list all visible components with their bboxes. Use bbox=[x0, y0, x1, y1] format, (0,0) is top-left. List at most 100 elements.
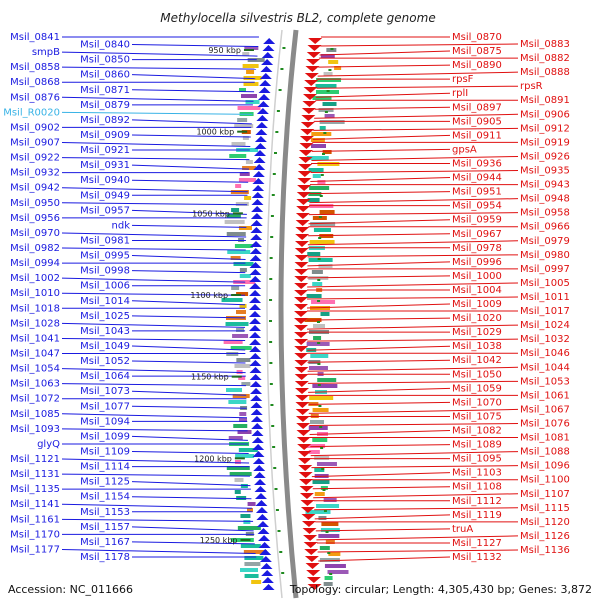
gene-label[interactable]: Msil_1093 bbox=[10, 424, 60, 435]
gene-label[interactable]: Msil_0850 bbox=[80, 55, 130, 66]
gene-label[interactable]: Msil_1136 bbox=[520, 545, 570, 556]
gene-label[interactable]: Msil_0981 bbox=[80, 235, 130, 246]
gene-label[interactable]: Msil_1017 bbox=[520, 306, 570, 317]
gene-label[interactable]: Msil_1076 bbox=[520, 418, 570, 429]
gene-label[interactable]: Msil_0958 bbox=[520, 208, 570, 219]
gene-label[interactable]: Msil_0959 bbox=[452, 215, 502, 226]
gene-label[interactable]: Msil_1127 bbox=[452, 538, 502, 549]
gene-label[interactable]: Msil_1081 bbox=[520, 433, 570, 444]
gene-label[interactable]: Msil_0871 bbox=[80, 85, 130, 96]
gene-label[interactable]: Msil_1070 bbox=[452, 397, 502, 408]
gene-label[interactable]: Msil_1178 bbox=[80, 552, 130, 563]
gene-label[interactable]: rpsF bbox=[452, 74, 474, 85]
gene-label[interactable]: Msil_1167 bbox=[80, 537, 130, 548]
gene-label[interactable]: Msil_0858 bbox=[10, 62, 60, 73]
gene-label[interactable]: Msil_1075 bbox=[452, 411, 502, 422]
gene-label[interactable]: smpB bbox=[32, 47, 60, 58]
gene-label[interactable]: Msil_1002 bbox=[10, 273, 60, 284]
gene-label[interactable]: Msil_1108 bbox=[452, 482, 502, 493]
gene-label[interactable]: Msil_1059 bbox=[452, 383, 502, 394]
gene-label[interactable]: Msil_1096 bbox=[520, 461, 570, 472]
gene-label[interactable]: Msil_0943 bbox=[520, 180, 570, 191]
gene-label[interactable]: Msil_1073 bbox=[80, 386, 130, 397]
gene-label[interactable]: Msil_0868 bbox=[10, 77, 60, 88]
gene-label[interactable]: Msil_0957 bbox=[80, 205, 130, 216]
gene-label[interactable]: Msil_1077 bbox=[80, 401, 130, 412]
gene-label[interactable]: Msil_0922 bbox=[10, 153, 60, 164]
gene-label[interactable]: Msil_0967 bbox=[452, 229, 502, 240]
gene-label[interactable]: Msil_1088 bbox=[520, 447, 570, 458]
gene-label[interactable]: Msil_0921 bbox=[80, 145, 130, 156]
gene-label[interactable]: Msil_0906 bbox=[520, 109, 570, 120]
gene-label[interactable]: Msil_0860 bbox=[80, 70, 130, 81]
gene-label[interactable]: Msil_0970 bbox=[10, 228, 60, 239]
gene-label[interactable]: Msil_1095 bbox=[452, 454, 502, 465]
gene-label[interactable]: Msil_1028 bbox=[10, 318, 60, 329]
gene-label[interactable]: Msil_0875 bbox=[452, 46, 502, 57]
gene-label[interactable]: Msil_1018 bbox=[10, 303, 60, 314]
gene-label[interactable]: Msil_0891 bbox=[520, 95, 570, 106]
gene-label[interactable]: Msil_1114 bbox=[80, 462, 130, 473]
gene-label[interactable]: Msil_0931 bbox=[80, 160, 130, 171]
gene-label[interactable]: Msil_1072 bbox=[10, 394, 60, 405]
gene-label[interactable]: Msil_1120 bbox=[520, 517, 570, 528]
gene-label[interactable]: Msil_1119 bbox=[452, 510, 502, 521]
gene-label[interactable]: Msil_1131 bbox=[10, 469, 60, 480]
gene-label[interactable]: Msil_1061 bbox=[520, 390, 570, 401]
gene-label[interactable]: Msil_1141 bbox=[10, 499, 60, 510]
gene-label[interactable]: Msil_1099 bbox=[80, 431, 130, 442]
gene-label[interactable]: Msil_0996 bbox=[452, 257, 502, 268]
gene-label[interactable]: Msil_0942 bbox=[10, 183, 60, 194]
gene-label[interactable]: Msil_0883 bbox=[520, 39, 570, 50]
gene-label[interactable]: Msil_1132 bbox=[452, 552, 502, 563]
gene-label[interactable]: Msil_0840 bbox=[80, 40, 130, 51]
gene-label[interactable]: Msil_1038 bbox=[452, 341, 502, 352]
gene-label[interactable]: Msil_1103 bbox=[452, 468, 502, 479]
gene-label[interactable]: Msil_1004 bbox=[452, 285, 502, 296]
gene-label[interactable]: Msil_0919 bbox=[520, 137, 570, 148]
gene-label[interactable]: Msil_1052 bbox=[80, 356, 130, 367]
gene-label[interactable]: Msil_0997 bbox=[520, 264, 570, 275]
gene-label[interactable]: Msil_0897 bbox=[452, 102, 502, 113]
gene-label[interactable]: Msil_1025 bbox=[80, 311, 130, 322]
gene-label[interactable]: Msil_1041 bbox=[10, 333, 60, 344]
gene-label[interactable]: Msil_1109 bbox=[80, 446, 130, 457]
gene-label[interactable]: Msil_0888 bbox=[520, 67, 570, 78]
gene-label[interactable]: Msil_0879 bbox=[80, 100, 130, 111]
gene-label[interactable]: Msil_1085 bbox=[10, 409, 60, 420]
gene-label[interactable]: Msil_1063 bbox=[10, 379, 60, 390]
gene-label[interactable]: gpsA bbox=[452, 144, 477, 155]
gene-label[interactable]: Msil_1135 bbox=[10, 484, 60, 495]
gene-label[interactable]: Msil_1054 bbox=[10, 364, 60, 375]
gene-label[interactable]: Msil_1157 bbox=[80, 522, 130, 533]
gene-label[interactable]: Msil_1050 bbox=[452, 369, 502, 380]
gene-label[interactable]: Msil_0882 bbox=[520, 53, 570, 64]
gene-label[interactable]: Msil_1020 bbox=[452, 313, 502, 324]
gene-label[interactable]: Msil_0876 bbox=[10, 92, 60, 103]
gene-label[interactable]: Msil_1009 bbox=[452, 299, 502, 310]
gene-label[interactable]: Msil_1010 bbox=[10, 288, 60, 299]
gene-label[interactable]: Msil_0998 bbox=[80, 266, 130, 277]
gene-label[interactable]: Msil_0956 bbox=[10, 213, 60, 224]
gene-label[interactable]: Msil_0966 bbox=[520, 222, 570, 233]
gene-label[interactable]: Msil_0932 bbox=[10, 168, 60, 179]
gene-label[interactable]: Msil_0907 bbox=[10, 138, 60, 149]
gene-label[interactable]: Msil_1125 bbox=[80, 477, 130, 488]
gene-label[interactable]: Msil_0892 bbox=[80, 115, 130, 126]
gene-label[interactable]: Msil_1100 bbox=[520, 475, 570, 486]
gene-label[interactable]: Msil_1112 bbox=[452, 496, 502, 507]
gene-label[interactable]: Msil_1107 bbox=[520, 489, 570, 500]
gene-label[interactable]: Msil_0980 bbox=[520, 250, 570, 261]
gene-label[interactable]: Msil_1126 bbox=[520, 531, 570, 542]
gene-label[interactable]: Msil_1006 bbox=[80, 281, 130, 292]
gene-label[interactable]: Msil_1154 bbox=[80, 492, 130, 503]
gene-label[interactable]: Msil_1042 bbox=[452, 355, 502, 366]
gene-label[interactable]: Msil_1161 bbox=[10, 514, 60, 525]
gene-label[interactable]: Msil_0978 bbox=[452, 243, 502, 254]
gene-label[interactable]: Msil_1053 bbox=[520, 376, 570, 387]
gene-label[interactable]: Msil_0949 bbox=[80, 190, 130, 201]
gene-label[interactable]: Msil_1014 bbox=[80, 296, 130, 307]
gene-label[interactable]: Msil_1089 bbox=[452, 440, 502, 451]
gene-label[interactable]: Msil_0954 bbox=[452, 201, 502, 212]
gene-label[interactable]: Msil_1005 bbox=[520, 278, 570, 289]
